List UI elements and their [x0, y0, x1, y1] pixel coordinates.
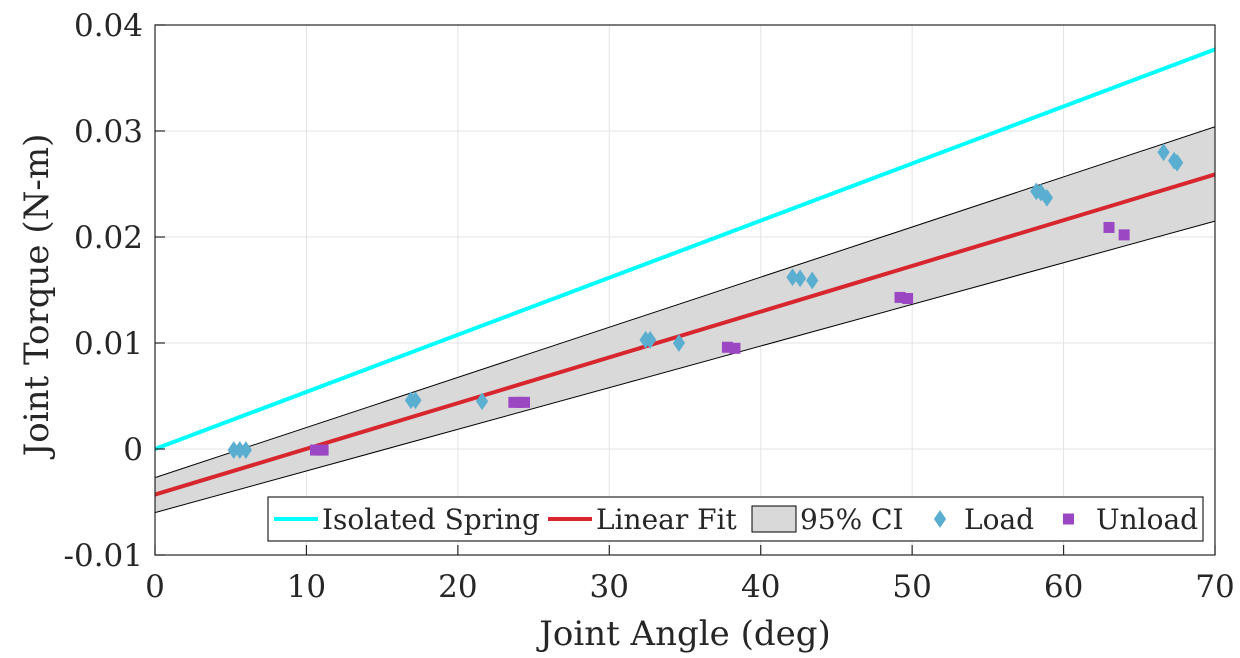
- unload-marker-2: [317, 444, 329, 456]
- legend-box: [267, 496, 1204, 542]
- y-tick-labels: -0.01 0 0.01 0.02 0.03 0.04: [64, 8, 144, 574]
- data-markers: [227, 143, 1184, 459]
- unload-marker-7: [729, 342, 741, 354]
- x-tick-label-3: 30: [590, 569, 629, 605]
- load-marker-17: [1171, 153, 1184, 172]
- grid: [154, 24, 1216, 556]
- y-tick-label-1: 0: [123, 432, 143, 468]
- load-marker-14: [1040, 188, 1054, 207]
- legend-unload-marker: [1063, 513, 1074, 525]
- unload-marker-10: [1103, 221, 1115, 233]
- x-tick-label-6: 60: [1044, 569, 1083, 605]
- x-tick-label-2: 20: [438, 569, 477, 605]
- legend-ci-label: 95% CI: [800, 503, 904, 536]
- unload-marker-9: [902, 292, 914, 304]
- x-tick-label-1: 10: [287, 569, 326, 605]
- ci-upper-line: [154, 126, 1216, 479]
- legend-isolated-spring-label: Isolated Spring: [322, 503, 540, 536]
- load-marker-7: [644, 330, 657, 349]
- legend-load-marker: [933, 510, 947, 528]
- legend-load-label: Load: [964, 503, 1034, 536]
- x-axis-label: Joint Angle (deg): [536, 614, 831, 654]
- isolated-spring-line: [154, 47, 1216, 451]
- y-tick-label-5: 0.04: [74, 8, 143, 44]
- x-tick-label-5: 50: [892, 569, 931, 605]
- axes-frame: [154, 24, 1216, 556]
- load-marker-5: [475, 392, 489, 411]
- unload-marker-5: [518, 396, 530, 408]
- legend-linear-fit-label: Linear Fit: [596, 503, 738, 536]
- linear-fit-line: [154, 172, 1216, 497]
- y-tick-label-2: 0.01: [74, 326, 143, 362]
- unload-marker-3: [508, 396, 520, 408]
- y-tick-label-3: 0.02: [74, 220, 143, 256]
- x-tick-label-4: 40: [741, 569, 780, 605]
- load-marker-10: [793, 269, 807, 288]
- load-marker-11: [806, 271, 819, 290]
- y-tick-label-0: -0.01: [64, 538, 144, 574]
- load-marker-15: [1157, 143, 1170, 162]
- load-marker-8: [672, 334, 686, 352]
- unload-marker-6: [721, 341, 733, 353]
- ci-lower-line: [154, 220, 1216, 514]
- legend-unload-label: Unload: [1096, 503, 1198, 536]
- legend: Isolated Spring Linear Fit 95% CI Load U…: [267, 496, 1204, 542]
- x-tick-label-0: 0: [145, 569, 165, 605]
- load-marker-9: [786, 268, 799, 287]
- y-axis-label: Joint Torque (N-m): [17, 134, 57, 460]
- x-tick-labels: 0 10 20 30 40 50 60 70: [145, 569, 1235, 605]
- legend-ci-swatch: [751, 505, 797, 533]
- tick-marks: [154, 24, 1216, 556]
- load-marker-13: [1034, 183, 1047, 202]
- unload-marker-8: [894, 291, 906, 303]
- unload-marker-11: [1118, 229, 1130, 241]
- load-marker-4: [409, 391, 422, 410]
- y-tick-label-4: 0.03: [74, 114, 143, 150]
- load-marker-2: [239, 441, 252, 459]
- x-tick-label-7: 70: [1195, 569, 1234, 605]
